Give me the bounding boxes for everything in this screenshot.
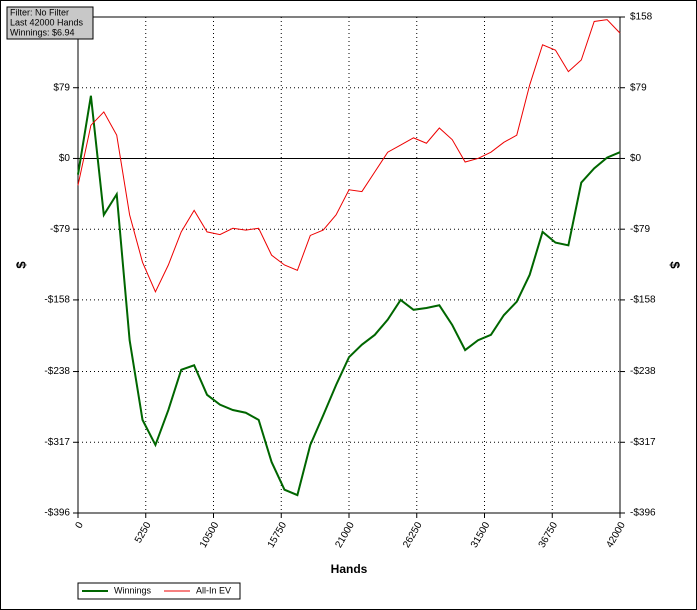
info-box — [6, 6, 94, 40]
y-tick-label: $79 — [53, 82, 70, 93]
info-text: Last 42000 Hands — [10, 17, 84, 27]
series-line — [77, 19, 621, 294]
y-tick-label: -$79 — [50, 224, 70, 235]
x-tick-label: 0 — [74, 520, 87, 531]
y-tick-label: -$238 — [44, 366, 70, 377]
legend-box — [77, 582, 241, 600]
y2-tick-label: -$238 — [630, 366, 656, 377]
legend-label: All-In EV — [196, 585, 231, 595]
x-axis-label: Hands — [331, 562, 368, 576]
y-tick-label: -$158 — [44, 295, 70, 306]
y2-tick-label: $158 — [630, 12, 653, 23]
info-text: Winnings: $6.94 — [10, 27, 75, 37]
y-tick-label: $0 — [59, 153, 71, 164]
y-tick-label: -$317 — [44, 437, 70, 448]
series-line — [77, 95, 621, 497]
y2-tick-label: $79 — [630, 82, 647, 93]
legend-label: Winnings — [114, 585, 152, 595]
y-tick-label: -$396 — [44, 508, 70, 519]
y2-tick-label: $0 — [630, 153, 642, 164]
y2-tick-label: -$79 — [630, 224, 650, 235]
y2-axis-label: $ — [668, 261, 683, 269]
info-text: Filter: No Filter — [10, 7, 69, 17]
y2-tick-label: -$158 — [630, 295, 656, 306]
y-axis-label: $ — [13, 261, 28, 269]
y2-tick-label: -$317 — [630, 437, 656, 448]
y2-tick-label: -$396 — [630, 508, 656, 519]
